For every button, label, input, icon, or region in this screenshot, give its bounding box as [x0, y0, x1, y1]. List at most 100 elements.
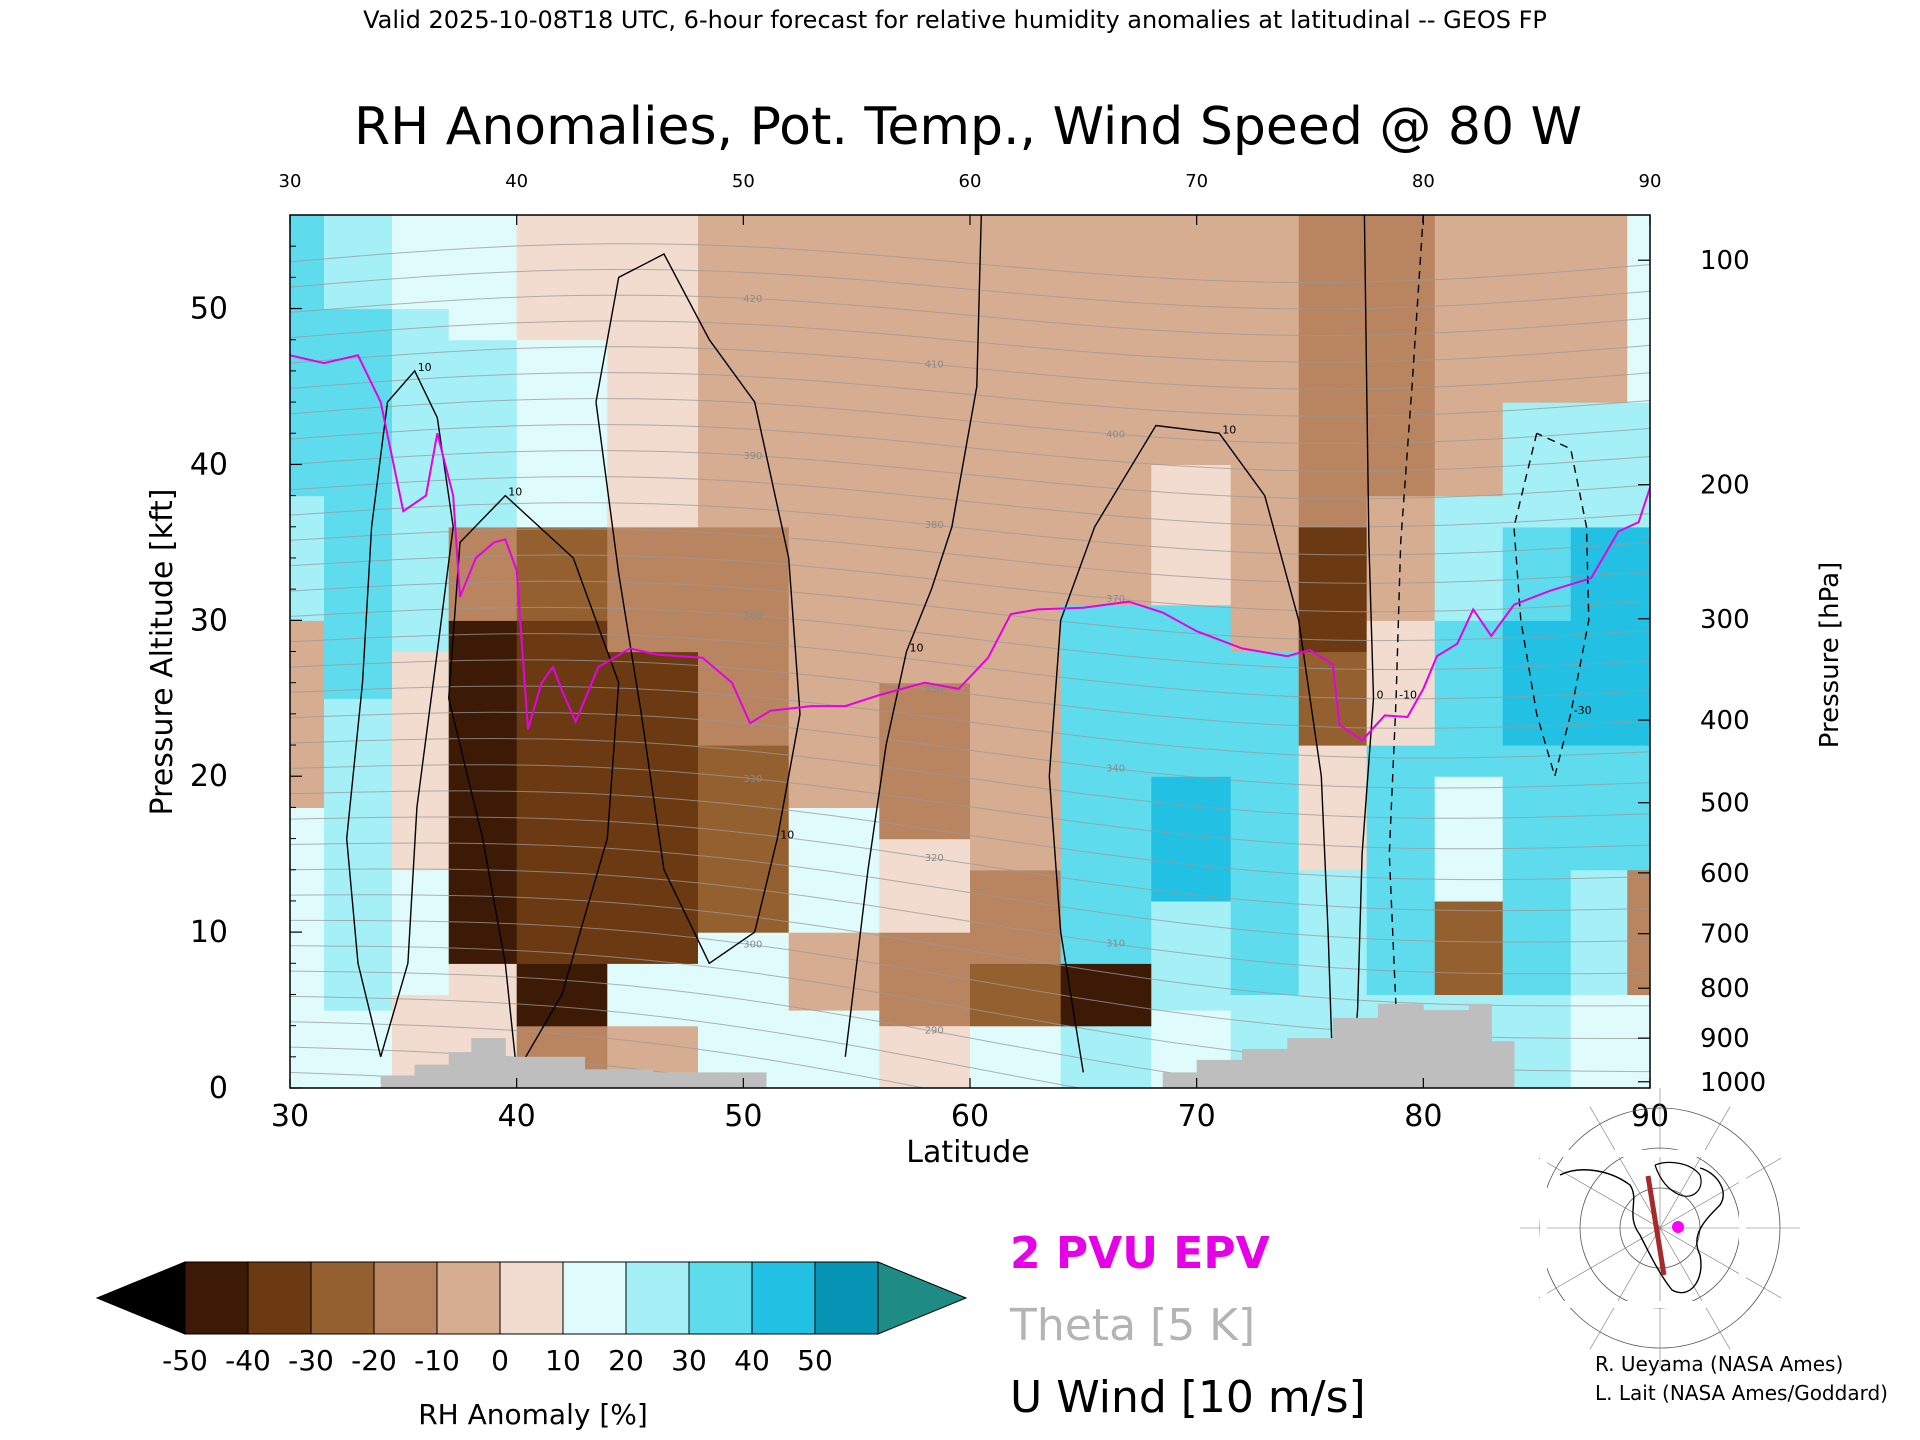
- rh-anomaly-field: [290, 215, 1650, 1088]
- rh-cell: [607, 215, 699, 341]
- terrain-step: [1162, 1072, 1198, 1088]
- colorbar-label: RH Anomaly [%]: [418, 1398, 648, 1431]
- theta-label: 330: [743, 774, 762, 785]
- x-tick-label: 40: [498, 1099, 536, 1134]
- rh-cell: [970, 215, 1062, 528]
- colorbar-tick-label: 20: [608, 1344, 644, 1377]
- u-wind-contour: [1350, 215, 1375, 1088]
- rh-cell: [516, 526, 608, 621]
- epv-2pvu-line: [290, 354, 1650, 742]
- theta-contour: [290, 816, 1650, 912]
- theta-contour: [290, 606, 1650, 671]
- theta-label: 290: [925, 1026, 944, 1037]
- rh-cell: [879, 215, 971, 497]
- u-wind-contour: [345, 369, 454, 1057]
- rh-cell: [607, 526, 699, 653]
- terrain-step: [1242, 1049, 1288, 1088]
- rh-cell: [788, 932, 880, 1011]
- terrain-mask: [380, 1003, 1515, 1088]
- colorbar-tick-label: -50: [162, 1344, 208, 1377]
- colorbar-bin: [499, 1261, 564, 1335]
- inset-meridian: [1538, 1157, 1661, 1229]
- inset-greenland: [1654, 1161, 1702, 1197]
- colorbar-tick-label: 0: [491, 1344, 509, 1377]
- theta-contour: [290, 737, 1650, 819]
- theta-label: 340: [1106, 764, 1125, 775]
- colorbar-tick-label: -30: [288, 1344, 334, 1377]
- rh-cell: [788, 526, 880, 684]
- rh-cell: [1060, 604, 1152, 808]
- inset-background: [1545, 1155, 1741, 1303]
- terrain-step: [1332, 1017, 1379, 1088]
- u-wind-contour: [1048, 424, 1334, 1073]
- rh-cell: [1502, 745, 1572, 871]
- rh-cell: [788, 1010, 880, 1088]
- rh-cell: [1627, 215, 1650, 403]
- inset-location-marker: [1672, 1221, 1684, 1233]
- terrain-step: [1423, 1010, 1470, 1088]
- y-tick-label: 40: [190, 447, 228, 482]
- colorbar-bin: [814, 1261, 879, 1335]
- inset-meridian: [1659, 1227, 1731, 1350]
- rh-cell: [698, 745, 790, 933]
- pressure-tick-label: 400: [1700, 706, 1750, 736]
- inset-section-line: [1645, 1175, 1667, 1276]
- theta-contour: [290, 294, 1650, 337]
- x-tick-label: 60: [951, 1099, 989, 1134]
- rh-cell: [1366, 869, 1436, 996]
- rh-cell: [1151, 776, 1232, 902]
- rh-cell: [1151, 604, 1232, 777]
- u-wind-contour: [1513, 432, 1590, 779]
- u-wind-label: 10: [910, 642, 924, 655]
- x-tick-label-top: 50: [732, 171, 755, 192]
- colorbar-bin: [373, 1261, 438, 1335]
- theta-label: 320: [925, 853, 944, 864]
- rh-cell: [516, 215, 608, 341]
- u-wind-label: -30: [1574, 704, 1592, 717]
- y-tick-label: 50: [190, 292, 228, 327]
- inset-meridian: [1538, 1227, 1661, 1299]
- rh-cell: [1366, 745, 1436, 871]
- rh-cell: [516, 339, 608, 528]
- rh-cell: [1230, 776, 1300, 902]
- y-tick-label: 20: [190, 759, 228, 794]
- theta-label: 390: [743, 451, 762, 462]
- credit-line-1: R. Ueyama (NASA Ames): [1595, 1352, 1843, 1376]
- rh-cell: [698, 215, 790, 528]
- terrain-step: [1468, 1003, 1492, 1088]
- theta-contour: [290, 633, 1650, 700]
- rh-cell: [1060, 963, 1152, 1027]
- theta-label: 400: [1106, 430, 1125, 441]
- terrain-step: [584, 1069, 654, 1088]
- rh-cell: [324, 854, 393, 1011]
- u-wind-contour: [447, 494, 620, 1073]
- theta-contour: [290, 320, 1650, 363]
- x-tick-label-top: 90: [1639, 171, 1662, 192]
- theta-contour: [290, 424, 1650, 472]
- rh-cell: [1570, 745, 1628, 871]
- x-tick-label: 30: [271, 1099, 309, 1134]
- rh-cell: [1502, 215, 1572, 403]
- pressure-tick-label: 300: [1700, 605, 1750, 635]
- x-tick-label-top: 60: [959, 171, 982, 192]
- rh-cell: [1298, 745, 1368, 871]
- axes: 3030404050506060707080809090010203040501…: [190, 171, 1766, 1134]
- credits: R. Ueyama (NASA Ames) L. Lait (NASA Ames…: [1595, 1352, 1888, 1405]
- terrain-step: [414, 1064, 450, 1088]
- rh-cell: [1434, 215, 1504, 497]
- rh-cell: [392, 215, 450, 310]
- rh-cell: [1230, 215, 1300, 497]
- theta-label: 300: [743, 940, 762, 951]
- y-tick-label: 0: [209, 1071, 228, 1106]
- inset-meridian: [1589, 1106, 1661, 1229]
- rh-cell: [448, 620, 518, 964]
- rh-cell: [324, 308, 393, 543]
- theta-label: 370: [1106, 594, 1125, 605]
- y-axis-label: Pressure Altitude [kft]: [145, 489, 180, 816]
- terrain-step: [1491, 1041, 1515, 1088]
- legend-theta: Theta [5 K]: [1009, 1300, 1255, 1351]
- pressure-tick-label: 200: [1700, 471, 1750, 501]
- u-wind-label: 10: [1222, 423, 1236, 436]
- rh-cell: [1627, 620, 1650, 746]
